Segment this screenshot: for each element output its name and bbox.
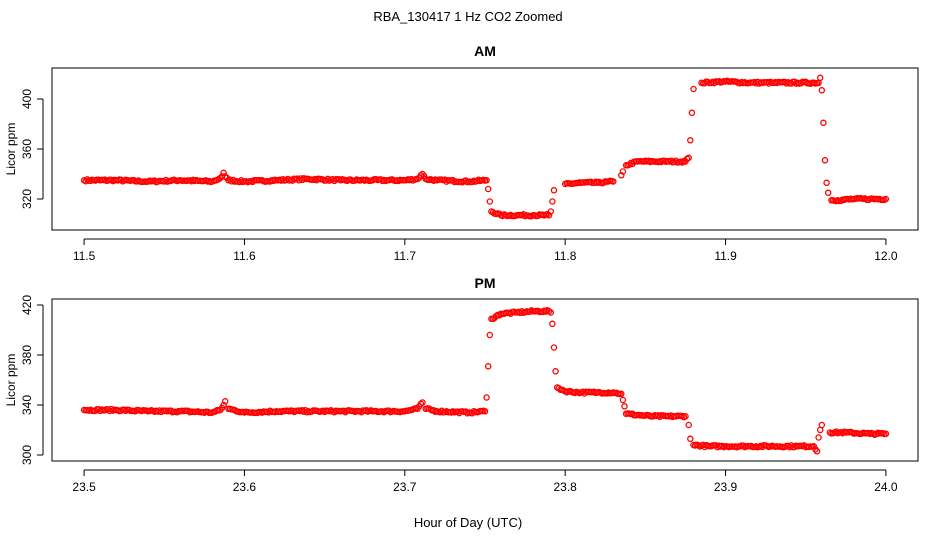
- am-data-point: [687, 137, 694, 144]
- am-data-point: [484, 185, 492, 193]
- pm-y-axis: 300 340 380 420: [20, 295, 44, 465]
- am-x-tick-label: 11.7: [394, 249, 417, 263]
- am-data-point: [688, 109, 696, 117]
- pm-data-point: [483, 394, 490, 401]
- am-data-point: [685, 154, 692, 162]
- pm-x-tick-label: 23.6: [233, 480, 257, 494]
- pm-data-point: [552, 368, 559, 375]
- pm-y-tick-label: 420: [20, 295, 34, 315]
- x-axis-label: Hour of Day (UTC): [413, 515, 523, 530]
- pm-data-points: [80, 307, 890, 455]
- am-data-point: [882, 195, 890, 203]
- pm-data-point: [621, 403, 628, 410]
- pm-data-point: [815, 434, 822, 441]
- pm-data-point: [818, 421, 826, 429]
- pm-data-point: [220, 401, 227, 409]
- pm-data-point: [486, 331, 494, 339]
- am-data-point: [823, 179, 830, 187]
- am-data-point: [417, 172, 425, 179]
- am-data-point: [626, 161, 633, 168]
- pm-x-tick-label: 23.8: [554, 480, 578, 494]
- am-data-point: [679, 159, 686, 166]
- pm-x-tick-label: 23.7: [393, 480, 417, 494]
- am-x-tick-label: 12.0: [874, 249, 898, 263]
- am-data-point: [486, 198, 494, 205]
- am-data-point: [619, 168, 627, 175]
- pm-x-tick-label: 23.9: [714, 480, 738, 494]
- am-x-tick-label: 11.5: [73, 249, 96, 263]
- pm-data-point: [221, 398, 229, 405]
- am-y-axis-label: Licor ppm: [4, 123, 18, 176]
- am-y-tick-label: 360: [20, 139, 34, 159]
- am-data-point: [550, 187, 558, 194]
- am-data-points: [80, 74, 890, 220]
- am-y-axis: 320 360 400: [20, 89, 44, 209]
- am-x-tick-label: 11.9: [714, 249, 737, 263]
- pm-data-point: [682, 413, 689, 420]
- pm-data-point: [481, 408, 489, 415]
- pm-plot-frame: [51, 298, 919, 462]
- pm-y-axis-label: Licor ppm: [4, 354, 18, 407]
- pm-data-point: [550, 344, 558, 351]
- am-data-point: [690, 85, 697, 93]
- am-plot-frame: [51, 67, 919, 231]
- am-x-tick-label: 11.8: [554, 249, 577, 263]
- pm-x-axis: 23.5 23.6 23.7 23.8 23.9 24.0: [72, 469, 898, 494]
- am-data-point: [824, 189, 832, 197]
- pm-data-point: [618, 390, 625, 398]
- am-data-point: [821, 157, 829, 164]
- am-data-point: [221, 173, 229, 180]
- am-y-tick-label: 320: [20, 189, 34, 209]
- am-data-point: [549, 198, 556, 205]
- pm-data-point: [685, 421, 692, 429]
- pm-y-tick-label: 380: [20, 345, 34, 365]
- am-x-tick-label: 11.6: [233, 249, 256, 263]
- am-data-point: [618, 172, 625, 179]
- figure-title: RBA_130417 1 Hz CO2 Zoomed: [373, 9, 563, 24]
- pm-x-tick-label: 23.5: [72, 480, 96, 494]
- pm-panel-title: PM: [475, 275, 496, 291]
- am-data-point: [610, 178, 617, 185]
- pm-data-point: [547, 309, 555, 316]
- am-y-tick-label: 400: [20, 89, 34, 109]
- pm-data-point: [417, 400, 425, 408]
- am-data-point: [483, 177, 490, 184]
- pm-data-point: [813, 448, 821, 455]
- pm-data-point: [687, 435, 694, 443]
- am-data-point: [547, 208, 555, 215]
- pm-x-tick-label: 24.0: [874, 480, 898, 494]
- am-data-point: [220, 169, 227, 177]
- am-x-axis: 11.5 11.6 11.7 11.8 11.9 12.0: [73, 238, 898, 263]
- am-data-point: [414, 175, 421, 183]
- am-data-point: [818, 87, 826, 94]
- pm-data-point: [882, 430, 890, 438]
- pm-y-tick-label: 300: [20, 445, 34, 465]
- pm-data-point: [619, 396, 627, 404]
- pm-data-point: [484, 363, 492, 370]
- am-panel-title: AM: [474, 43, 496, 59]
- am-data-point: [816, 74, 824, 82]
- am-panel: AM Licor ppm 11.5 11.6 11.7 11.8 11.9 12.0 32…: [4, 43, 919, 263]
- pm-y-tick-label: 340: [20, 395, 34, 415]
- pm-data-point: [549, 320, 556, 328]
- pm-panel: PM Licor ppm 23.5 23.6 23.7 23.8 23.9 24.0 30…: [4, 275, 919, 494]
- pm-data-point: [419, 399, 426, 406]
- am-data-point: [820, 119, 827, 127]
